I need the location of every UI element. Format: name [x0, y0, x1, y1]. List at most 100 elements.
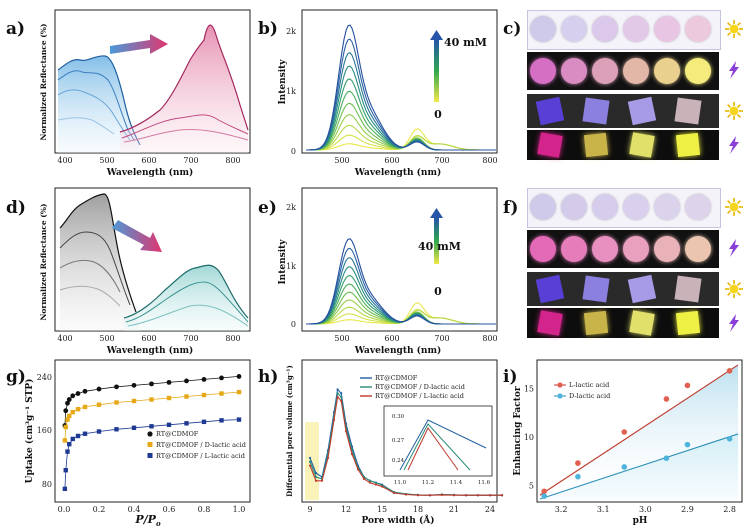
panel-g-point — [70, 409, 75, 415]
panel-a: a) Wavelength (nm) Normalized Reflectanc… — [6, 9, 251, 178]
panel-g-point — [131, 382, 137, 388]
panel-f-photos — [527, 188, 721, 338]
panel-g-point — [65, 400, 70, 406]
panel-b-conc-bar — [434, 40, 439, 102]
sun-icon — [725, 280, 743, 298]
panel-h-legend-1: RT@CDMOF / D-lactic acid — [375, 383, 465, 391]
panel-c-crystal-daylight — [627, 96, 657, 126]
uv-lightning-icon — [729, 136, 739, 154]
panel-f-uv-sample — [530, 236, 556, 262]
panel-h-inset-xtick-0: 11.0 — [394, 480, 407, 486]
panel-c-daylight-sample — [654, 16, 680, 42]
panel-h-point — [452, 494, 456, 497]
panel-h-point — [336, 392, 339, 395]
panel-g-point — [114, 384, 119, 390]
panel-h-point — [368, 481, 372, 484]
panel-f-crystal-daylight — [627, 274, 657, 304]
panel-e-conc-arrowhead — [430, 208, 443, 218]
tick-layer: 3.2 3.1 3.0 2.9 2.8 5 10 15 — [524, 384, 736, 514]
panel-g-point — [67, 441, 72, 447]
panel-f-daylight-sample — [561, 194, 587, 220]
panel-g-point — [166, 379, 172, 385]
panel-d-xlabel: Wavelength (nm) — [106, 345, 194, 356]
spectrum-curve — [306, 238, 496, 325]
panel-h-inset-ytick-1: 0.27 — [392, 438, 405, 444]
panel-g-point — [66, 397, 72, 402]
panel-h-point — [320, 479, 324, 482]
panel-g-point — [219, 391, 224, 396]
panel-f-crystal-uv — [629, 310, 655, 336]
panel-g-point — [65, 449, 70, 454]
panel-g-ytick-240: 240 — [37, 373, 52, 382]
panel-h-line-2 — [309, 395, 502, 496]
panel-h-point — [336, 388, 339, 391]
panel-i-legend-1: D-lactic acid — [569, 392, 610, 400]
panel-a-curve-4 — [57, 117, 115, 135]
panel-c-uv-sample — [623, 58, 649, 84]
panel-f-daylight-sample — [654, 194, 680, 220]
panel-f-crystal-uv — [675, 310, 701, 336]
panel-a-area-pink — [120, 25, 248, 153]
panel-h-point — [416, 494, 420, 497]
panel-i-point-l — [726, 368, 733, 374]
panel-h-frame — [301, 359, 498, 503]
panel-h-point — [314, 475, 318, 479]
panel-h-point — [404, 493, 408, 496]
panel-f-daylight-sample — [530, 194, 556, 220]
panel-g-xlabel: P/P — [134, 513, 156, 526]
panel-i-point-l — [541, 488, 548, 495]
panel-g-point — [219, 375, 224, 381]
panel-g-xlabel-sub: o — [156, 519, 161, 528]
panel-h-point — [326, 456, 330, 460]
panel-a-curve-3 — [57, 89, 131, 141]
panel-g-point — [184, 394, 189, 399]
panel-d-curve-4 — [59, 285, 121, 307]
panel-g-legend-marker-2 — [147, 453, 153, 458]
panel-g-xtick-3: 0.6 — [163, 505, 176, 514]
panel-h-inset-xtick-2: 11.4 — [450, 480, 463, 486]
panel-b-ytick-1k: 1k — [286, 87, 296, 96]
panel-h-xtick-9: 9 — [307, 505, 312, 514]
panel-g-xtick-2: 0.4 — [128, 505, 141, 514]
panel-g-ytick-160: 160 — [37, 426, 52, 435]
panel-i-ytick-1: 10 — [524, 433, 534, 442]
panel-g-point — [236, 374, 242, 379]
panel-e-xtick-700: 700 — [434, 334, 449, 343]
panel-e-ytick-1k: 1k — [286, 262, 296, 271]
panel-c-uv-sample — [561, 58, 587, 84]
panel-a-xlabel: Wavelength (nm) — [106, 167, 194, 178]
panel-i-point-d — [726, 436, 733, 442]
panel-i-series — [539, 364, 739, 500]
panel-e-xtick-600: 600 — [384, 334, 399, 343]
panel-d-arrow — [112, 220, 162, 252]
panel-g-point — [201, 392, 207, 398]
panel-d-curve-3 — [59, 259, 121, 293]
panel-h-point — [380, 485, 384, 488]
panel-d-curve-6 — [125, 281, 249, 323]
panel-c-crystal-uv — [675, 132, 701, 158]
panel-h-point — [308, 464, 312, 467]
panel-a-curve-6 — [121, 114, 249, 139]
panel-c-daylight-sample — [530, 16, 556, 42]
panel-g-point — [114, 400, 119, 405]
panel-i-xtick-4: 2.8 — [723, 505, 736, 514]
panel-g-ylabel: Uptake (cm³g⁻¹ STP) — [24, 379, 35, 484]
panel-h-point — [308, 460, 312, 463]
panel-g-point — [201, 419, 207, 425]
panel-d-curve-5 — [123, 264, 249, 319]
panel-h-inset-curve-1 — [403, 423, 471, 471]
panel-h-inset-ytick-2: 0.30 — [392, 414, 405, 420]
panel-f-uv-sample — [561, 236, 587, 262]
panel-i-point-l — [684, 382, 691, 389]
panel-d: d) Wavelength (nm) Normalized Reflectanc… — [6, 187, 251, 356]
panel-h-inset-xtick-1: 11.2 — [422, 480, 434, 486]
panel-b-ytick-0: 0 — [291, 147, 296, 156]
panel-i-ytick-0: 5 — [529, 481, 534, 490]
panel-h-highlight — [305, 422, 319, 500]
panel-a-ylabel: Normalized Reflectance (%) — [39, 24, 48, 141]
panel-b-conc-bottom: 0 — [434, 108, 442, 121]
panel-d-xtick-800: 800 — [225, 334, 240, 343]
panel-g-legend-2: RT@CDMOF / L-lactic acid — [156, 452, 245, 460]
panel-h-point — [464, 494, 468, 497]
